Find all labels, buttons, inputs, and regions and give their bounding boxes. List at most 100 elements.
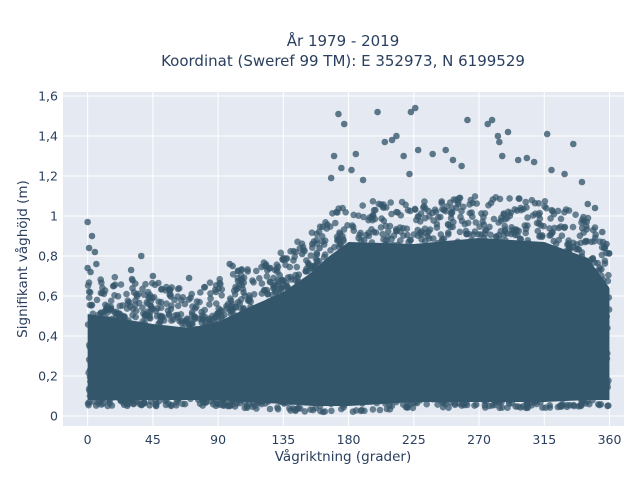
data-point [573, 344, 580, 352]
data-point [383, 204, 390, 211]
data-point [604, 350, 611, 357]
data-point [583, 359, 590, 367]
data-point [308, 361, 316, 368]
data-point [339, 232, 346, 240]
data-point [89, 372, 97, 380]
data-point [282, 346, 290, 354]
data-point [384, 244, 391, 251]
data-point [202, 348, 209, 356]
data-point [505, 400, 513, 407]
data-point [347, 282, 355, 289]
data-point [603, 313, 611, 320]
data-point [304, 309, 311, 316]
data-point [339, 370, 347, 378]
data-point [92, 327, 100, 334]
data-point [169, 371, 177, 379]
data-point [561, 272, 569, 280]
data-point [535, 211, 543, 219]
data-point [333, 208, 340, 216]
data-point [359, 278, 367, 285]
data-point [576, 366, 583, 374]
data-point [112, 348, 120, 355]
outlier-point [578, 178, 586, 186]
data-point [266, 329, 274, 336]
data-point [261, 316, 268, 323]
data-point [432, 243, 440, 250]
data-point [394, 209, 402, 216]
data-point [397, 228, 404, 235]
data-point [328, 394, 336, 402]
data-point [423, 352, 431, 360]
data-point [131, 335, 139, 342]
data-point [578, 252, 586, 260]
data-point [277, 298, 285, 306]
data-point [420, 314, 427, 322]
data-point [271, 296, 279, 303]
data-point [202, 357, 209, 365]
data-point [224, 340, 232, 348]
data-point [587, 314, 594, 321]
data-point [99, 284, 106, 292]
data-point [491, 401, 499, 409]
data-point [366, 253, 373, 260]
data-point [112, 329, 119, 336]
data-point [350, 227, 358, 234]
data-point [498, 289, 506, 297]
data-point [360, 236, 368, 244]
data-point [214, 317, 222, 325]
data-point [93, 296, 101, 304]
data-point [569, 223, 577, 231]
outlier-point [488, 116, 496, 124]
data-point [588, 304, 596, 311]
data-point [508, 274, 516, 281]
data-point [458, 402, 466, 409]
data-point [355, 332, 362, 340]
data-point [328, 322, 336, 329]
data-point [446, 251, 454, 258]
data-point [464, 219, 472, 227]
data-point [321, 383, 329, 391]
data-point [498, 263, 505, 271]
data-point [324, 309, 332, 316]
outlier-point [137, 252, 145, 260]
data-point [100, 383, 107, 391]
data-point [478, 351, 486, 359]
data-point [367, 344, 375, 352]
data-point [298, 358, 306, 365]
y-tick-label: 0,6 [38, 289, 58, 304]
data-point [572, 325, 579, 332]
data-point [227, 297, 235, 304]
data-point [345, 328, 353, 336]
data-point [158, 285, 166, 293]
data-point [240, 394, 248, 401]
outlier-point [407, 108, 415, 116]
data-point [514, 301, 522, 309]
data-point [574, 289, 581, 297]
data-point [400, 346, 408, 354]
outlier-point [414, 146, 422, 154]
data-point [247, 303, 254, 311]
data-point [175, 394, 183, 402]
data-point [334, 309, 341, 316]
data-point [596, 297, 603, 304]
data-point [449, 325, 456, 333]
data-point [410, 308, 417, 315]
data-point [562, 378, 569, 386]
data-point [281, 388, 288, 396]
data-point [317, 366, 324, 374]
data-point [403, 294, 410, 301]
data-point [186, 328, 193, 336]
data-point [450, 371, 457, 378]
data-point [389, 288, 397, 296]
data-point [445, 229, 452, 236]
data-point [508, 318, 515, 325]
data-point [547, 215, 554, 222]
data-point [587, 372, 595, 380]
data-point [348, 276, 356, 284]
data-point [439, 403, 447, 411]
data-point [132, 341, 139, 349]
data-point [569, 297, 576, 304]
data-point [85, 294, 93, 301]
data-point [513, 226, 520, 234]
data-point [293, 378, 300, 386]
